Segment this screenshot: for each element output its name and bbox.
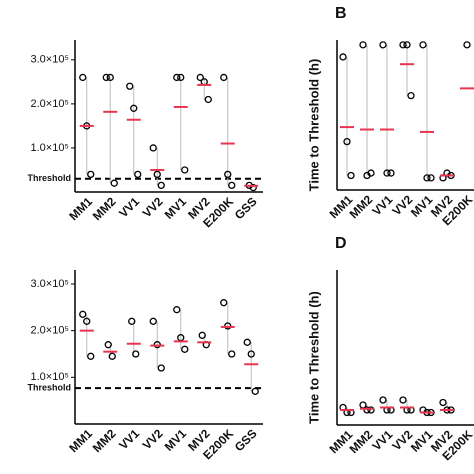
data-point [243,338,251,346]
data-point [173,306,181,314]
data-point [181,166,189,174]
data-point [104,341,112,349]
panel-letter: B [335,5,347,22]
data-point [87,352,95,360]
data-point [79,73,87,82]
data-point [249,183,257,192]
data-point [228,350,236,358]
data-point [198,331,206,339]
data-point [134,170,142,179]
x-tick-label: MM2 [90,194,119,223]
data-point [427,174,435,182]
data-point [403,41,411,49]
data-point [153,170,161,179]
x-tick-label: VV1 [116,194,142,220]
y-tick-label: 2.0×10⁵ [30,98,69,110]
data-point [343,137,351,146]
x-tick-label: MV1 [162,426,190,454]
y-tick-label: 2.0×10⁵ [30,325,69,337]
data-point [379,396,387,404]
data-point [383,169,391,177]
data-point [251,387,259,395]
y-tick-label: 1.0×10⁵ [30,371,69,383]
data-point [339,53,347,61]
data-point [367,406,375,414]
y-axis-label: Time to Threshold (h) [306,291,321,424]
data-point [220,299,228,307]
data-point [83,317,91,325]
data-point [126,82,134,90]
x-tick-label: GSS [232,426,260,454]
data-point [379,41,387,49]
threshold-label: Threshold [27,173,71,183]
data-point [439,398,447,407]
x-tick-label: GSS [232,194,260,222]
data-point [367,169,375,177]
data-point [347,171,355,180]
y-tick-label: 3.0×10⁵ [30,54,69,66]
data-point [79,310,87,318]
data-point [149,317,157,325]
data-point [407,91,415,100]
data-point [224,170,232,179]
x-tick-label: MM1 [66,426,95,455]
data-point [157,364,165,372]
data-point [419,41,427,49]
data-point [102,73,110,82]
data-point [220,73,228,82]
data-point [196,73,204,82]
data-point [157,181,165,190]
data-point [359,41,367,49]
x-tick-label: VV2 [140,426,166,452]
data-point [128,317,136,325]
data-point [87,170,95,179]
y-axis-label: Time to Threshold (h) [306,59,321,192]
data-point [423,174,431,182]
data-point [228,181,236,190]
data-point [399,396,407,404]
data-point [204,95,212,104]
data-point [108,352,116,360]
y-tick-label: 3.0×10⁵ [30,278,69,290]
data-point [130,104,138,112]
panel-letter: D [335,235,347,252]
threshold-label: Threshold [27,382,71,392]
data-point [247,350,255,358]
data-point [387,169,395,177]
data-point [399,41,407,49]
x-tick-label: VV1 [116,426,142,452]
data-point [463,41,471,49]
x-tick-label: VV2 [140,194,166,220]
data-point [181,345,189,353]
data-point [363,406,371,414]
data-point [177,73,185,82]
data-point [106,73,114,82]
y-tick-label: 1.0×10⁵ [30,142,69,154]
x-tick-label: MM1 [66,194,95,223]
data-point [149,144,157,152]
x-tick-label: MV1 [162,194,190,222]
data-point [173,73,181,82]
x-tick-label: MM2 [90,426,119,455]
data-point [110,179,118,187]
data-point [132,350,140,358]
